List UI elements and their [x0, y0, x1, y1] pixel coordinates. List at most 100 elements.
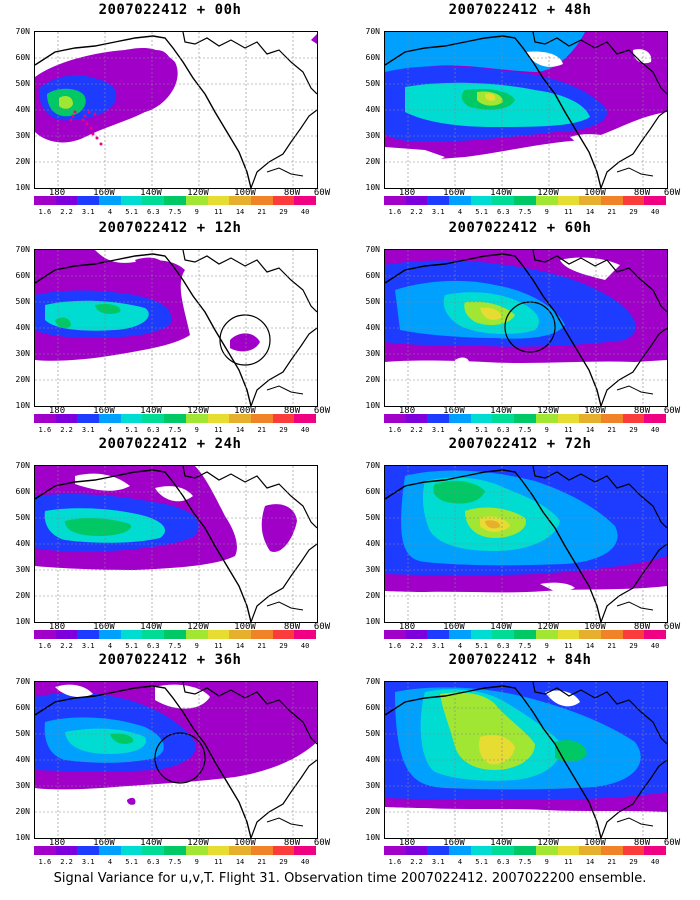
colorbar-swatch [492, 630, 515, 639]
y-label: 20N [365, 591, 380, 600]
y-label: 30N [15, 781, 30, 790]
y-label: 10N [365, 833, 380, 842]
colorbar-swatch [579, 196, 601, 205]
colorbar-tick-label: 40 [300, 642, 310, 650]
colorbar-tick-label: 1.6 [38, 858, 52, 866]
colorbar-tick-label: 3.1 [81, 426, 95, 434]
colorbar-swatch [535, 196, 558, 205]
colorbar-swatch [34, 196, 56, 205]
colorbar-tick-label: 9 [544, 858, 549, 866]
colorbar-tick-label: 3.1 [81, 858, 95, 866]
x-label: 120W [537, 406, 559, 416]
y-label: 70N [365, 245, 380, 254]
colorbar-labels: 1.6 2.2 3.1 4 5.1 6.3 7.5 9 11 14 21 29 40 [34, 858, 316, 867]
colorbar-tick-label: 6.3 [146, 426, 160, 434]
colorbar-tick-label: 29 [629, 858, 638, 866]
colorbar-swatch [207, 196, 230, 205]
colorbar-swatch [405, 846, 428, 855]
colorbar-tick-label: 7.5 [168, 208, 182, 216]
colorbar-labels: 1.6 2.2 3.1 4 5.1 6.3 7.5 9 11 14 21 29 40 [384, 858, 666, 867]
colorbar-swatch [77, 196, 100, 205]
y-label: 40N [365, 105, 380, 114]
colorbar-swatch [514, 846, 536, 855]
colorbar-swatch [294, 846, 316, 855]
colorbar-swatch [207, 630, 230, 639]
y-label: 40N [365, 539, 380, 548]
x-label: 80W [283, 406, 301, 416]
colorbar-tick-label: 5.1 [125, 426, 138, 434]
x-label: 100W [584, 188, 606, 198]
panel-title: 2007022412 + 36h [98, 652, 242, 668]
colorbar-swatch [272, 196, 295, 205]
colorbar-tick-label: 14 [235, 208, 245, 216]
map-area [384, 31, 668, 189]
x-label: 80W [633, 622, 651, 632]
x-label: 100W [234, 406, 256, 416]
variance-field [35, 466, 317, 622]
x-label: 100W [234, 622, 256, 632]
x-label: 160W [93, 622, 115, 632]
colorbar-swatch [55, 414, 78, 423]
y-label: 50N [365, 79, 380, 88]
colorbar-swatch [164, 630, 186, 639]
colorbar-swatch [99, 414, 121, 423]
colorbar-tick-label: 4 [457, 642, 463, 650]
colorbar-swatch [207, 414, 230, 423]
colorbar-tick-label: 7.5 [518, 208, 532, 216]
panel-00h: 2007022412 + 00h 70N 60N 50N 40N 30N 20N… [0, 0, 340, 220]
x-label: 60W [663, 406, 681, 416]
colorbar-tick-label: 9 [544, 642, 549, 650]
colorbar-tick-label: 14 [235, 642, 245, 650]
x-label: 160W [93, 838, 115, 848]
y-label: 20N [365, 807, 380, 816]
x-label: 80W [283, 838, 301, 848]
panel-title: 2007022412 + 00h [98, 2, 242, 18]
y-label: 70N [365, 461, 380, 470]
colorbar-tick-label: 6.3 [496, 208, 510, 216]
colorbar-tick-label: 9 [194, 642, 199, 650]
colorbar-swatch [120, 196, 143, 205]
y-label: 40N [15, 323, 30, 332]
colorbar-swatch [229, 196, 251, 205]
colorbar-tick-label: 11 [564, 642, 573, 650]
map-area [384, 249, 668, 407]
colorbar-swatch [622, 414, 645, 423]
colorbar-swatch [272, 846, 295, 855]
y-label: 20N [15, 157, 30, 166]
colorbar-tick-label: 4 [457, 858, 463, 866]
y-label: 10N [15, 183, 30, 192]
colorbar-tick-label: 40 [650, 426, 660, 434]
panel-84h: 2007022412 + 84h 70N 60N 50N 40N 30N 20N… [350, 650, 690, 870]
colorbar-tick-label: 5.1 [475, 426, 488, 434]
panel-title: 2007022412 + 60h [448, 220, 592, 236]
y-label: 70N [365, 677, 380, 686]
x-label: 60W [663, 838, 681, 848]
y-label: 40N [15, 755, 30, 764]
x-label: 60W [663, 188, 681, 198]
x-label: 180 [398, 622, 416, 632]
colorbar-swatch [644, 630, 666, 639]
colorbar-tick-label: 14 [585, 642, 595, 650]
colorbar-tick-label: 6.3 [496, 858, 510, 866]
x-label: 100W [234, 838, 256, 848]
x-label: 100W [584, 622, 606, 632]
variance-field [385, 682, 667, 838]
x-label: 160W [443, 838, 465, 848]
colorbar-labels: 1.6 2.2 3.1 4 5.1 6.3 7.5 9 11 14 21 29 40 [34, 642, 316, 651]
colorbar-tick-label: 40 [650, 208, 660, 216]
x-label: 180 [48, 838, 66, 848]
variance-field [385, 250, 667, 406]
colorbar-labels: 1.6 2.2 3.1 4 5.1 6.3 7.5 9 11 14 21 29 40 [384, 426, 666, 435]
colorbar-swatch [250, 414, 273, 423]
colorbar [384, 414, 666, 423]
x-label: 100W [584, 838, 606, 848]
y-label: 10N [15, 617, 30, 626]
colorbar-swatch [600, 630, 623, 639]
x-label: 160W [443, 406, 465, 416]
x-label: 140W [490, 622, 512, 632]
colorbar-tick-label: 21 [257, 208, 266, 216]
map-area [34, 31, 318, 189]
x-label: 80W [283, 188, 301, 198]
colorbar-tick-label: 7.5 [168, 858, 182, 866]
colorbar-tick-label: 3.1 [431, 858, 445, 866]
